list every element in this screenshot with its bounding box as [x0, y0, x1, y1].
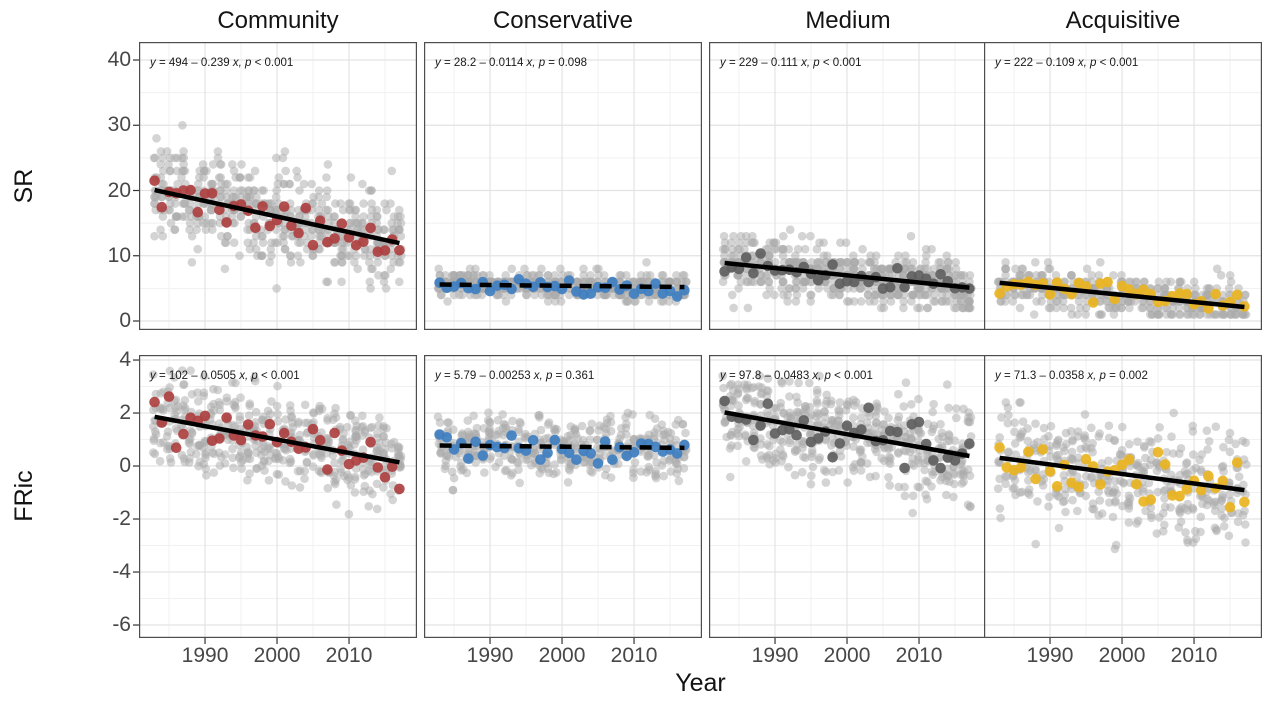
regression-equation: y = 102 – 0.0505 x, p < 0.001	[149, 370, 300, 382]
x-tick-label: 2010	[895, 644, 943, 667]
trend-line	[999, 455, 1245, 493]
y-axis-title-fric: FRic	[10, 470, 38, 522]
x-tick-label: 2010	[1170, 644, 1218, 667]
x-tick-label: 2000	[538, 644, 586, 667]
x-tick-label: 2000	[1098, 644, 1146, 667]
trend-line	[439, 443, 685, 451]
facet-title-medium: Medium	[805, 7, 891, 34]
panel-fric-medium: y = 97.8 – 0.0483 x, p < 0.001	[709, 355, 987, 644]
facet-title-acquisitive: Acquisitive	[1065, 7, 1181, 34]
trend-line	[724, 260, 970, 290]
y-tick-label: 40	[107, 48, 131, 71]
facet-title-conservative: Conservative	[492, 7, 634, 34]
regression-equation: y = 229 – 0.111 x, p < 0.001	[719, 57, 862, 69]
x-tick-label: 1990	[751, 644, 799, 667]
y-tick-label: 20	[107, 178, 131, 202]
mean-points	[994, 276, 1250, 314]
y-tick-label: 0	[119, 308, 131, 332]
x-tick-label: 2010	[325, 644, 373, 667]
panel-sr-community: y = 494 – 0.239 x, p < 0.001	[133, 42, 417, 330]
y-tick-label: 0	[119, 454, 131, 478]
panel-content	[984, 42, 1262, 330]
x-axis-title-year: Year	[675, 669, 726, 697]
regression-equation: y = 28.2 – 0.0114 x, p = 0.098	[434, 57, 587, 69]
x-tick-label: 2000	[253, 644, 301, 667]
x-tick-label: 1990	[1026, 644, 1074, 667]
panel-sr-conservative: y = 28.2 – 0.0114 x, p = 0.098	[424, 42, 702, 330]
panel-content	[424, 42, 702, 330]
y-tick-label: -6	[112, 613, 131, 637]
regression-equation: y = 5.79 – 0.00253 x, p = 0.361	[434, 370, 594, 382]
panel-content	[709, 355, 987, 638]
trend-line	[439, 282, 685, 290]
y-tick-label: 4	[119, 348, 131, 372]
y-tick-label: 2	[119, 401, 131, 425]
panel-content	[709, 42, 987, 330]
panel-sr-medium: y = 229 – 0.111 x, p < 0.001	[709, 42, 987, 330]
regression-equation: y = 97.8 – 0.0483 x, p < 0.001	[719, 370, 873, 382]
trend-line	[154, 414, 400, 465]
panel-content	[984, 355, 1262, 638]
trend-line	[724, 410, 970, 459]
panel-fric-community: y = 102 – 0.0505 x, p < 0.001	[133, 355, 417, 644]
regression-equation: y = 494 – 0.239 x, p < 0.001	[149, 57, 293, 69]
panel-content	[139, 42, 417, 330]
trend-line	[154, 187, 400, 246]
y-tick-label: -4	[112, 560, 131, 584]
regression-equation: y = 222 – 0.109 x, p < 0.001	[994, 57, 1138, 69]
y-tick-label: 30	[107, 113, 131, 137]
y-tick-label: 10	[107, 243, 131, 267]
trend-line	[999, 280, 1245, 310]
panel-sr-acquisitive: y = 222 – 0.109 x, p < 0.001	[984, 42, 1262, 330]
x-tick-label: 1990	[181, 644, 229, 667]
panel-content	[424, 355, 702, 638]
panel-fric-conservative: y = 5.79 – 0.00253 x, p = 0.361	[424, 355, 702, 644]
x-tick-label: 1990	[466, 644, 514, 667]
x-tick-label: 2010	[610, 644, 658, 667]
regression-equation: y = 71.3 – 0.0358 x, p = 0.002	[994, 370, 1148, 382]
y-tick-label: -2	[112, 507, 131, 531]
panel-fric-acquisitive: y = 71.3 – 0.0358 x, p = 0.002	[984, 355, 1262, 644]
x-tick-label: 2000	[823, 644, 871, 667]
panel-content	[139, 355, 417, 638]
facet-title-community: Community	[217, 7, 339, 34]
y-axis-title-sr: SR	[10, 168, 38, 204]
